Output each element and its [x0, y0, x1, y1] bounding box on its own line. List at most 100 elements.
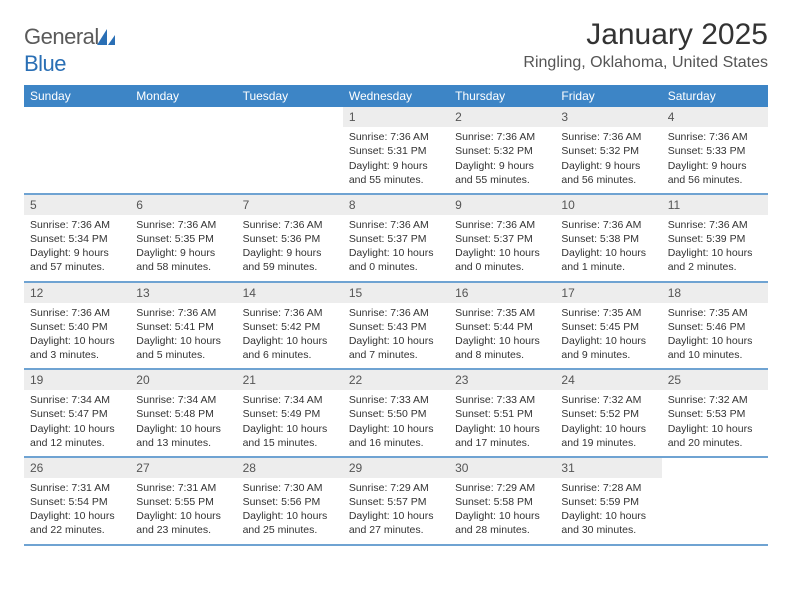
sunset-text: Sunset: 5:41 PM — [136, 320, 230, 334]
day-cell: 2Sunrise: 7:36 AMSunset: 5:32 PMDaylight… — [449, 107, 555, 193]
day-cell: 17Sunrise: 7:35 AMSunset: 5:45 PMDayligh… — [555, 283, 661, 369]
daylight-text: Daylight: 10 hours and 30 minutes. — [561, 509, 655, 537]
day-cell: 9Sunrise: 7:36 AMSunset: 5:37 PMDaylight… — [449, 195, 555, 281]
day-cell: 26Sunrise: 7:31 AMSunset: 5:54 PMDayligh… — [24, 458, 130, 544]
daylight-text: Daylight: 10 hours and 12 minutes. — [30, 422, 124, 450]
daylight-text: Daylight: 10 hours and 15 minutes. — [243, 422, 337, 450]
day-cell: 23Sunrise: 7:33 AMSunset: 5:51 PMDayligh… — [449, 370, 555, 456]
day-cell: 16Sunrise: 7:35 AMSunset: 5:44 PMDayligh… — [449, 283, 555, 369]
day-cell: 13Sunrise: 7:36 AMSunset: 5:41 PMDayligh… — [130, 283, 236, 369]
day-body: Sunrise: 7:36 AMSunset: 5:40 PMDaylight:… — [24, 303, 130, 369]
day-number: 9 — [449, 195, 555, 215]
day-body: Sunrise: 7:34 AMSunset: 5:48 PMDaylight:… — [130, 390, 236, 456]
sunrise-text: Sunrise: 7:36 AM — [455, 130, 549, 144]
dayhead-saturday: Saturday — [662, 85, 768, 107]
dayhead-friday: Friday — [555, 85, 661, 107]
daylight-text: Daylight: 10 hours and 16 minutes. — [349, 422, 443, 450]
daylight-text: Daylight: 10 hours and 23 minutes. — [136, 509, 230, 537]
daylight-text: Daylight: 10 hours and 22 minutes. — [30, 509, 124, 537]
day-body: Sunrise: 7:34 AMSunset: 5:47 PMDaylight:… — [24, 390, 130, 456]
dayhead-thursday: Thursday — [449, 85, 555, 107]
sunset-text: Sunset: 5:40 PM — [30, 320, 124, 334]
dayhead-wednesday: Wednesday — [343, 85, 449, 107]
day-body: Sunrise: 7:29 AMSunset: 5:57 PMDaylight:… — [343, 478, 449, 544]
day-body: Sunrise: 7:31 AMSunset: 5:55 PMDaylight:… — [130, 478, 236, 544]
day-number: 25 — [662, 370, 768, 390]
sunset-text: Sunset: 5:36 PM — [243, 232, 337, 246]
sunrise-text: Sunrise: 7:33 AM — [349, 393, 443, 407]
day-number: 13 — [130, 283, 236, 303]
daylight-text: Daylight: 10 hours and 2 minutes. — [668, 246, 762, 274]
day-number: 1 — [343, 107, 449, 127]
sunset-text: Sunset: 5:54 PM — [30, 495, 124, 509]
sunrise-text: Sunrise: 7:29 AM — [455, 481, 549, 495]
day-number: 8 — [343, 195, 449, 215]
sunrise-text: Sunrise: 7:36 AM — [561, 218, 655, 232]
day-cell: 19Sunrise: 7:34 AMSunset: 5:47 PMDayligh… — [24, 370, 130, 456]
sunset-text: Sunset: 5:39 PM — [668, 232, 762, 246]
day-cell: 14Sunrise: 7:36 AMSunset: 5:42 PMDayligh… — [237, 283, 343, 369]
daylight-text: Daylight: 10 hours and 8 minutes. — [455, 334, 549, 362]
daylight-text: Daylight: 9 hours and 59 minutes. — [243, 246, 337, 274]
daylight-text: Daylight: 10 hours and 6 minutes. — [243, 334, 337, 362]
header: GeneralBlue January 2025 Ringling, Oklah… — [24, 18, 768, 77]
day-number: 22 — [343, 370, 449, 390]
weeks-container: 1Sunrise: 7:36 AMSunset: 5:31 PMDaylight… — [24, 107, 768, 545]
day-body — [24, 113, 130, 122]
sunrise-text: Sunrise: 7:35 AM — [455, 306, 549, 320]
sunrise-text: Sunrise: 7:36 AM — [349, 306, 443, 320]
sunrise-text: Sunrise: 7:31 AM — [30, 481, 124, 495]
day-number: 16 — [449, 283, 555, 303]
day-number: 19 — [24, 370, 130, 390]
dayhead-tuesday: Tuesday — [237, 85, 343, 107]
day-cell: 10Sunrise: 7:36 AMSunset: 5:38 PMDayligh… — [555, 195, 661, 281]
day-body: Sunrise: 7:36 AMSunset: 5:32 PMDaylight:… — [555, 127, 661, 193]
day-number: 17 — [555, 283, 661, 303]
sunset-text: Sunset: 5:37 PM — [455, 232, 549, 246]
day-number: 24 — [555, 370, 661, 390]
day-number: 27 — [130, 458, 236, 478]
sunrise-text: Sunrise: 7:35 AM — [561, 306, 655, 320]
day-body: Sunrise: 7:33 AMSunset: 5:51 PMDaylight:… — [449, 390, 555, 456]
day-body: Sunrise: 7:36 AMSunset: 5:37 PMDaylight:… — [343, 215, 449, 281]
day-cell — [130, 107, 236, 193]
day-cell: 4Sunrise: 7:36 AMSunset: 5:33 PMDaylight… — [662, 107, 768, 193]
day-cell — [237, 107, 343, 193]
day-body: Sunrise: 7:31 AMSunset: 5:54 PMDaylight:… — [24, 478, 130, 544]
dayhead-sunday: Sunday — [24, 85, 130, 107]
sunrise-text: Sunrise: 7:30 AM — [243, 481, 337, 495]
day-body — [237, 113, 343, 122]
day-cell — [24, 107, 130, 193]
day-cell: 15Sunrise: 7:36 AMSunset: 5:43 PMDayligh… — [343, 283, 449, 369]
day-body: Sunrise: 7:30 AMSunset: 5:56 PMDaylight:… — [237, 478, 343, 544]
sunset-text: Sunset: 5:49 PM — [243, 407, 337, 421]
daylight-text: Daylight: 10 hours and 5 minutes. — [136, 334, 230, 362]
sunrise-text: Sunrise: 7:33 AM — [455, 393, 549, 407]
day-cell: 29Sunrise: 7:29 AMSunset: 5:57 PMDayligh… — [343, 458, 449, 544]
sunset-text: Sunset: 5:46 PM — [668, 320, 762, 334]
sunrise-text: Sunrise: 7:31 AM — [136, 481, 230, 495]
day-number: 30 — [449, 458, 555, 478]
sunset-text: Sunset: 5:43 PM — [349, 320, 443, 334]
sunset-text: Sunset: 5:32 PM — [455, 144, 549, 158]
day-body: Sunrise: 7:36 AMSunset: 5:36 PMDaylight:… — [237, 215, 343, 281]
day-cell: 28Sunrise: 7:30 AMSunset: 5:56 PMDayligh… — [237, 458, 343, 544]
day-cell: 27Sunrise: 7:31 AMSunset: 5:55 PMDayligh… — [130, 458, 236, 544]
day-body: Sunrise: 7:35 AMSunset: 5:45 PMDaylight:… — [555, 303, 661, 369]
sunrise-text: Sunrise: 7:36 AM — [668, 218, 762, 232]
sunset-text: Sunset: 5:32 PM — [561, 144, 655, 158]
day-cell: 30Sunrise: 7:29 AMSunset: 5:58 PMDayligh… — [449, 458, 555, 544]
day-body — [662, 464, 768, 473]
sunset-text: Sunset: 5:56 PM — [243, 495, 337, 509]
daylight-text: Daylight: 10 hours and 19 minutes. — [561, 422, 655, 450]
sunset-text: Sunset: 5:42 PM — [243, 320, 337, 334]
daylight-text: Daylight: 10 hours and 28 minutes. — [455, 509, 549, 537]
day-cell: 5Sunrise: 7:36 AMSunset: 5:34 PMDaylight… — [24, 195, 130, 281]
daylight-text: Daylight: 9 hours and 58 minutes. — [136, 246, 230, 274]
day-cell: 20Sunrise: 7:34 AMSunset: 5:48 PMDayligh… — [130, 370, 236, 456]
day-number: 31 — [555, 458, 661, 478]
sunrise-text: Sunrise: 7:36 AM — [668, 130, 762, 144]
sunrise-text: Sunrise: 7:36 AM — [455, 218, 549, 232]
day-number: 6 — [130, 195, 236, 215]
daylight-text: Daylight: 9 hours and 55 minutes. — [349, 159, 443, 187]
